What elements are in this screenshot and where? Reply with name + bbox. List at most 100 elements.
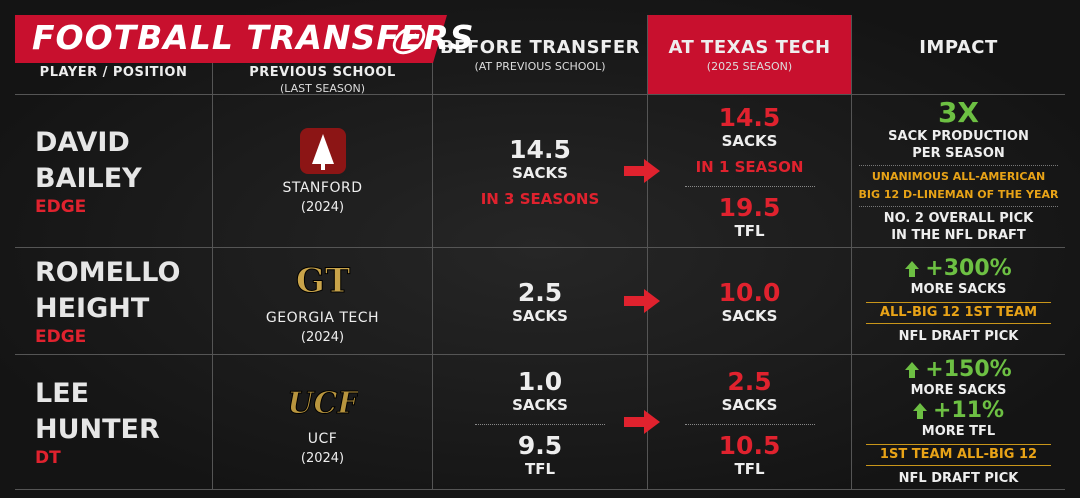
school-year: (2024) bbox=[300, 199, 345, 215]
impact-item: NO. 2 OVERALL PICK IN THE NFL DRAFT bbox=[884, 210, 1033, 244]
before-cell: 2.5 SACKS bbox=[433, 248, 648, 355]
transfer-arrow bbox=[624, 159, 660, 183]
stat-unit: SACKS bbox=[721, 306, 778, 325]
player-position: EDGE bbox=[35, 327, 87, 347]
impact-text: BIG 12 D-LINEMAN OF THE YEAR bbox=[858, 188, 1059, 201]
school-logo: GT bbox=[295, 260, 350, 301]
stat-value: 10.5 bbox=[718, 430, 781, 460]
impact-item: +150% bbox=[905, 356, 1012, 382]
player-first-name: DAVID bbox=[35, 127, 130, 158]
school-name: GEORGIA TECH bbox=[265, 309, 380, 326]
player-cell: DAVID BAILEY EDGE bbox=[15, 95, 213, 248]
player-first-name: ROMELLO bbox=[35, 257, 181, 288]
stat: 10.5 TFL bbox=[684, 423, 815, 478]
impact-item: 1ST TEAM ALL-BIG 12 bbox=[866, 443, 1051, 466]
table: PLAYER / POSITION PREVIOUS SCHOOL (LAST SE… bbox=[15, 15, 1065, 490]
up-arrow bbox=[905, 261, 920, 277]
column-label: BEFORE TRANSFER bbox=[439, 37, 641, 58]
impact-text: +150% bbox=[925, 356, 1012, 382]
after-cell: 14.5 SACKS IN 1 SEASON 19.5 TFL bbox=[624, 95, 852, 248]
column-sublabel: (LAST SEASON) bbox=[279, 82, 365, 95]
stat: 14.5 SACKS IN 3 SEASONS bbox=[481, 135, 600, 208]
impact-text: +300% bbox=[925, 256, 1012, 281]
column-header: AT TEXAS TECH (2025 SEASON) bbox=[648, 15, 852, 95]
impact-item: MORE SACKS bbox=[911, 382, 1007, 399]
impact-item: NFL DRAFT PICK bbox=[899, 328, 1019, 345]
stat: 9.5 TFL bbox=[475, 423, 605, 478]
impact-item: SACK PRODUCTION PER SEASON bbox=[888, 128, 1029, 162]
impact-cell: 3X SACK PRODUCTION PER SEASON UNANIMOUS ALL… bbox=[852, 95, 1065, 248]
after-cell: 10.0 SACKS bbox=[624, 248, 852, 355]
column-header: IMPACT bbox=[852, 15, 1065, 95]
impact-text: NFL DRAFT PICK bbox=[898, 470, 1019, 486]
stat-value: 2.5 bbox=[517, 277, 563, 307]
impact-item: ALL-BIG 12 1ST TEAM bbox=[866, 302, 1051, 324]
impact-item: NFL DRAFT PICK bbox=[899, 470, 1019, 487]
impact-item: UNANIMOUS ALL-AMERICAN BIG 12 D-LINEMAN O… bbox=[858, 165, 1059, 207]
stat: 10.0 SACKS bbox=[719, 278, 781, 325]
impact-cell: +300% MORE SACKS ALL-BIG 12 1ST TEAM NFL DR… bbox=[852, 248, 1065, 355]
school-cell: STANFORD (2024) bbox=[213, 95, 433, 248]
stat-unit: SACKS bbox=[721, 395, 778, 414]
column-label: PREVIOUS SCHOOL bbox=[249, 65, 396, 80]
stat: 19.5 TFL bbox=[684, 185, 815, 240]
stat-value: 14.5 bbox=[509, 134, 571, 164]
title: FOOTBALL TRANSFERS bbox=[32, 18, 475, 57]
impact-text: +11% bbox=[932, 397, 1005, 423]
impact-item: +300% bbox=[905, 256, 1012, 281]
school-logo: UCF bbox=[288, 385, 358, 421]
player-position: EDGE bbox=[35, 197, 87, 217]
up-arrow bbox=[905, 361, 920, 378]
impact-text: NO. 2 OVERALL PICK bbox=[883, 211, 1034, 226]
stat-unit: SACKS bbox=[512, 163, 568, 182]
title-banner bbox=[15, 15, 447, 63]
impact-cell: +150% MORE SACKS +11% MORE TFL 1ST TEAM ALL-… bbox=[852, 355, 1065, 490]
stat-unit: SACKS bbox=[721, 131, 778, 150]
stat-value: 14.5 bbox=[718, 102, 781, 132]
impact-item: MORE TFL bbox=[922, 423, 995, 440]
stat: 2.5 SACKS bbox=[722, 367, 778, 414]
school-logo bbox=[299, 127, 346, 174]
stat-unit: TFL bbox=[734, 459, 765, 478]
school-cell: UCF UCF (2024) bbox=[213, 355, 433, 490]
transfer-arrow bbox=[624, 289, 660, 313]
stat-value: 2.5 bbox=[727, 366, 772, 396]
stat-value: 1.0 bbox=[517, 366, 563, 396]
player-last-name: BAILEY bbox=[35, 163, 142, 194]
stat-unit: SACKS bbox=[512, 306, 568, 325]
stat-note: IN 3 SEASONS bbox=[480, 189, 600, 208]
stat: 14.5 SACKS IN 1 SEASON bbox=[696, 103, 804, 176]
school-year: (2024) bbox=[300, 329, 345, 345]
stat-unit: TFL bbox=[524, 459, 556, 478]
impact-item: MORE SACKS bbox=[911, 281, 1007, 298]
stat-value: 9.5 bbox=[517, 430, 563, 460]
impact-text: SACK PRODUCTION bbox=[888, 129, 1029, 144]
stat-value: 19.5 bbox=[718, 192, 781, 222]
player-last-name: HUNTER bbox=[35, 414, 160, 445]
logo-text: GT bbox=[295, 261, 349, 301]
player-position: DT bbox=[35, 448, 61, 468]
school-cell: GT GEORGIA TECH (2024) bbox=[213, 248, 433, 355]
impact-item: +11% bbox=[912, 397, 1005, 423]
before-cell: 1.0 SACKS 9.5 TFL bbox=[433, 355, 648, 490]
impact-text: NFL DRAFT PICK bbox=[898, 329, 1019, 344]
player-cell: ROMELLO HEIGHT EDGE bbox=[15, 248, 213, 355]
impact-text: MORE SACKS bbox=[910, 382, 1007, 398]
impact-text: IN THE NFL DRAFT bbox=[891, 228, 1026, 243]
school-name: UCF bbox=[307, 430, 338, 447]
column-header: PREVIOUS SCHOOL (LAST SEASON) bbox=[213, 15, 433, 95]
before-cell: 14.5 SACKS IN 3 SEASONS bbox=[433, 95, 648, 248]
column-label: PLAYER / POSITION bbox=[39, 65, 188, 80]
stat: 2.5 SACKS bbox=[512, 278, 568, 325]
impact-item: 3X bbox=[938, 98, 979, 128]
school-name: STANFORD bbox=[282, 179, 363, 196]
after-cell: 2.5 SACKS 10.5 TFL bbox=[624, 355, 852, 490]
player-first-name: LEE bbox=[35, 378, 90, 409]
impact-text: MORE SACKS bbox=[910, 282, 1007, 297]
player-cell: LEE HUNTER DT bbox=[15, 355, 213, 490]
impact-text: ALL-BIG 12 1ST TEAM bbox=[879, 305, 1038, 320]
stat-unit: TFL bbox=[734, 221, 765, 240]
stat-unit: SACKS bbox=[512, 395, 568, 414]
school-year: (2024) bbox=[300, 450, 345, 466]
